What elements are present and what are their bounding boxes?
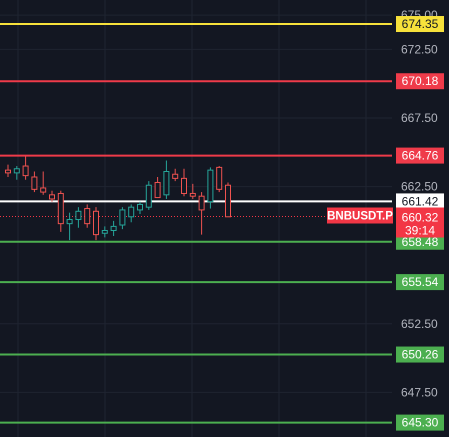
candle-body [198,195,205,211]
price-level-label: 674.35 [402,17,439,31]
price-level-label: 670.18 [402,74,439,88]
candle-body [75,210,82,221]
candle-body [216,166,223,190]
price-level-tag [396,73,444,90]
candle-body [84,208,91,225]
candle-body [13,168,20,174]
candle-body [66,219,73,225]
price-level-tag [396,233,444,250]
price-level-tag [396,193,444,210]
price-level-label: 664.76 [402,149,439,163]
y-tick-label: 652.50 [401,317,438,331]
candle-body [181,177,187,194]
price-level-label: 650.26 [402,348,439,362]
price-level-tag [396,414,444,431]
current-price-label: 660.32 [402,211,439,225]
candle-body [40,187,47,193]
candle-body [154,181,161,199]
candle-body [110,225,117,232]
price-level-tag [396,147,444,164]
price-level-tag [396,274,444,291]
candle-body [31,176,38,190]
candle-body [93,210,99,236]
symbol-tag [327,207,393,224]
price-level-label: 655.54 [402,275,439,289]
symbol-label: BNBUSDT.P [327,211,393,223]
price-level-label: 661.42 [402,194,439,208]
price-level-label: 645.30 [402,416,439,430]
candle-body [163,171,170,196]
y-tick-label: 667.50 [401,111,438,125]
price-level-label: 658.48 [402,235,439,249]
countdown-label: 39:14 [405,224,435,238]
candle-body [189,192,196,197]
price-level-tag [396,16,444,33]
y-tick-label: 647.50 [401,385,438,399]
candle-body [145,184,152,208]
y-tick-label: 672.50 [401,42,438,56]
candle-body [49,194,55,200]
grid-lines [0,0,392,437]
candle-body [5,169,11,174]
candles [5,156,231,241]
candle-body [137,203,143,211]
price-level-tag [396,346,444,363]
candle-body [172,173,179,179]
candle-body [128,206,135,218]
y-tick-label: 662.50 [401,180,438,194]
candle-body [101,230,108,234]
candle-body [207,169,214,203]
candle-body [57,192,64,225]
candle-body [225,184,231,218]
level-labels: 674.35 670.18 664.76 661.42 658.48 655.54 650.… [327,16,444,431]
candle-body [22,165,29,177]
price-levels [0,23,392,424]
current-price-tag [396,207,444,238]
candle-body [119,209,126,226]
